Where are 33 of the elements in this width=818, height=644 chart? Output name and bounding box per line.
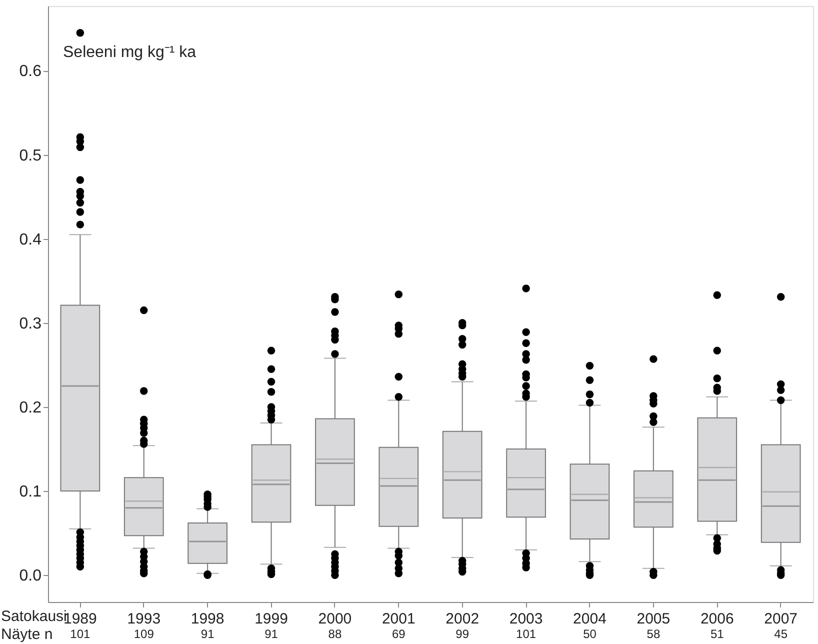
x-tick-label: 1989 <box>63 610 97 628</box>
text: Näyte n <box>1 626 53 643</box>
text: 91 <box>200 627 215 641</box>
y-axis-title: Seleeni mg kg⁻¹ ka <box>63 44 196 61</box>
y-tick-label: 0.4 <box>19 231 42 248</box>
x-tick-label: 2005 <box>636 610 670 628</box>
x-tick-label: 1998 <box>190 610 224 628</box>
y-tick-label: 0.3 <box>19 315 42 332</box>
x-tick-label: 2004 <box>573 610 606 628</box>
x-tick-label: 2003 <box>509 610 543 628</box>
text: 88 <box>328 627 342 641</box>
text: 58 <box>646 627 660 641</box>
x-tick-label: 2000 <box>318 610 352 628</box>
x-tick-label: 2007 <box>764 610 798 628</box>
x-tick-label: 2001 <box>382 610 416 628</box>
text: 91 <box>264 627 278 641</box>
text: 99 <box>456 627 470 641</box>
x-tick-label: 1999 <box>254 610 288 628</box>
text: 69 <box>392 627 406 641</box>
text: 101 <box>516 627 536 641</box>
text: 45 <box>774 627 788 641</box>
y-tick-label: 0.1 <box>19 484 42 501</box>
x-tick-label: 1993 <box>127 610 161 628</box>
y-tick-label: 0.5 <box>19 147 42 164</box>
text: 51 <box>710 627 724 641</box>
text: 50 <box>583 627 597 641</box>
y-tick-label: 0.2 <box>19 399 42 416</box>
y-tick-label: 0.0 <box>19 568 42 585</box>
x-tick-label: 2002 <box>446 610 480 628</box>
text: 101 <box>70 627 90 641</box>
x-tick-label: 2006 <box>700 610 734 628</box>
text: 109 <box>134 627 154 641</box>
y-tick-label: 0.6 <box>19 63 42 80</box>
